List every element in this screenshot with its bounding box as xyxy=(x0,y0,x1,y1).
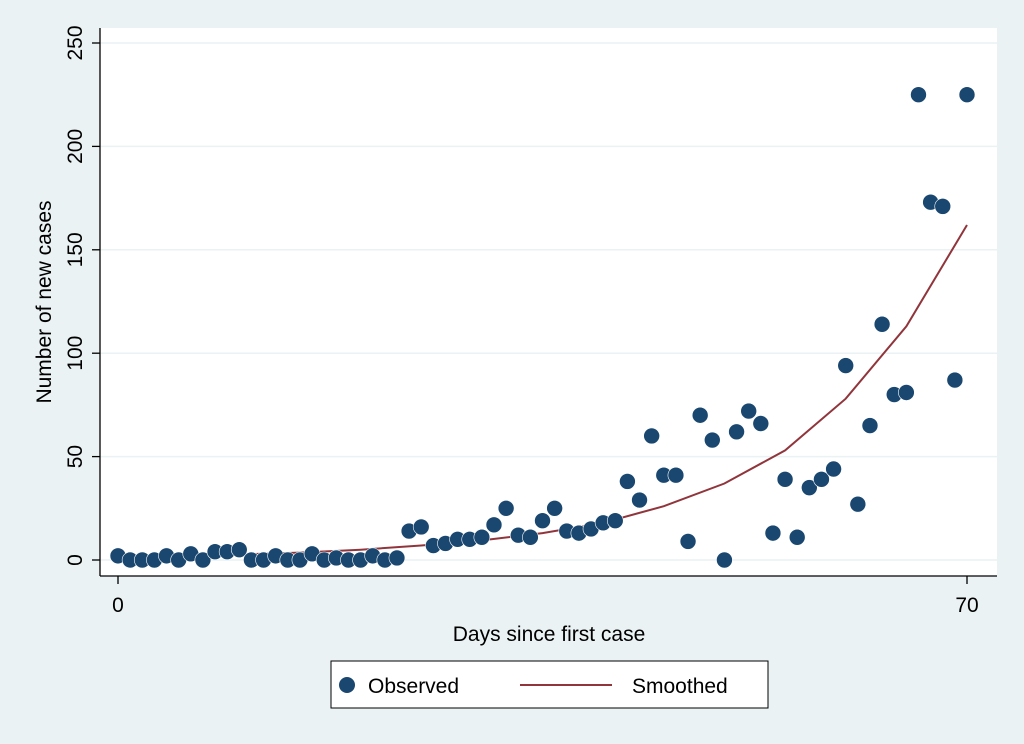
observed-point xyxy=(946,371,964,389)
observed-point xyxy=(934,198,952,215)
observed-point xyxy=(703,431,721,449)
observed-point xyxy=(728,423,745,441)
observed-point xyxy=(473,528,491,546)
observed-point xyxy=(194,551,212,569)
observed-point xyxy=(873,315,891,333)
observed-point xyxy=(740,402,757,420)
x-tick-label: 70 xyxy=(955,594,978,617)
observed-point xyxy=(898,384,915,401)
observed-point xyxy=(764,524,782,542)
observed-point xyxy=(497,499,515,517)
observed-point xyxy=(788,528,806,546)
observed-point xyxy=(861,417,879,434)
observed-point xyxy=(534,512,551,530)
y-axis-label: Number of new cases xyxy=(33,200,56,403)
x-axis-label: Days since first case xyxy=(453,623,646,646)
x-tick-label: 0 xyxy=(112,594,124,617)
observed-point xyxy=(716,551,733,569)
observed-point xyxy=(631,491,648,509)
plot-region xyxy=(100,28,997,576)
observed-point xyxy=(813,471,830,488)
gridlines xyxy=(100,42,997,561)
observed-point xyxy=(801,479,818,496)
observed-point xyxy=(837,357,855,374)
observed-point xyxy=(643,427,660,445)
observed-point xyxy=(230,541,248,558)
observed-point xyxy=(522,528,539,546)
y-tick-label: 200 xyxy=(64,129,87,164)
legend-observed-marker xyxy=(339,677,355,693)
observed-point xyxy=(667,466,685,484)
y-tick-label: 0 xyxy=(64,554,87,566)
observed-point xyxy=(752,415,770,432)
y-tick-label: 150 xyxy=(64,232,87,267)
observed-points xyxy=(109,86,976,569)
legend: Observed Smoothed xyxy=(330,660,769,709)
y-tick-label: 100 xyxy=(64,336,87,371)
observed-point xyxy=(691,406,709,424)
observed-point xyxy=(485,516,503,534)
observed-point xyxy=(388,549,406,567)
observed-point xyxy=(412,518,430,536)
observed-point xyxy=(679,533,697,550)
observed-point xyxy=(606,512,624,530)
observed-point xyxy=(825,460,842,478)
observed-point xyxy=(619,473,636,490)
observed-point xyxy=(958,86,976,103)
y-axis-ticks: 0 50 100 150 200 250 xyxy=(64,25,100,566)
observed-point xyxy=(849,495,867,513)
observed-point xyxy=(546,499,563,517)
x-axis-ticks: 0 70 xyxy=(112,576,979,617)
legend-smoothed-label: Smoothed xyxy=(632,675,728,698)
observed-point xyxy=(776,471,794,488)
legend-observed-label: Observed xyxy=(368,675,459,698)
y-tick-label: 50 xyxy=(64,445,87,468)
y-tick-label: 250 xyxy=(64,25,87,60)
observed-point xyxy=(910,86,927,103)
